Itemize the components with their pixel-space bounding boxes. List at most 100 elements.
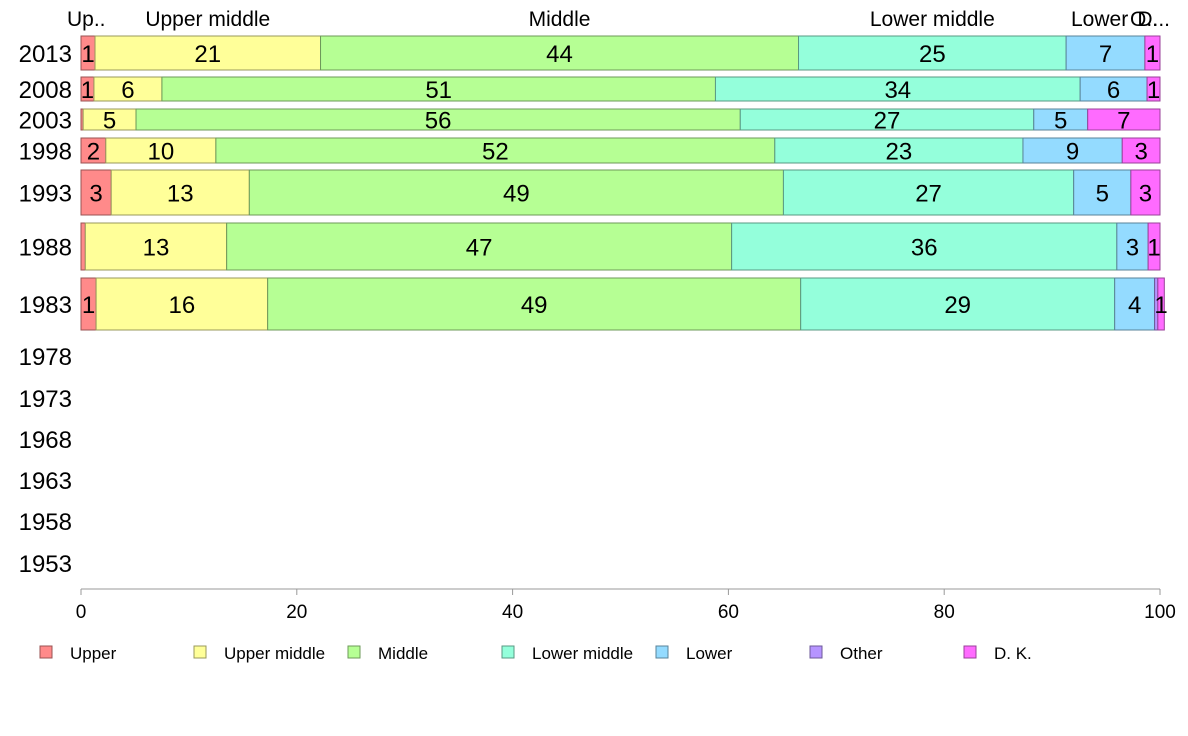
bar-segment [93, 76, 163, 102]
top-category-label: Lower [1071, 8, 1128, 31]
segment-value-label: 1 [82, 292, 95, 319]
bar-segment [798, 35, 1067, 71]
x-tick-label: 0 [76, 602, 87, 623]
top-category-label: O.. [1130, 8, 1158, 31]
legend-label: Lower middle [532, 644, 633, 663]
legend-swatch [655, 645, 669, 659]
bar-segment [161, 76, 716, 102]
segment-value-label: 6 [1107, 77, 1120, 104]
bar-segment [1146, 76, 1161, 102]
bar-segment [714, 76, 1081, 102]
segment-value-label: 5 [103, 108, 116, 135]
top-category-label: Lower middle [870, 8, 995, 31]
bar-segment [95, 277, 269, 331]
segment-value-label: 5 [1054, 108, 1067, 135]
x-tick-label: 100 [1144, 602, 1176, 623]
segment-value-label: 29 [944, 292, 971, 319]
year-label: 1983 [19, 292, 72, 319]
legend-label: Upper [70, 644, 117, 663]
segment-value-label: 5 [1096, 181, 1109, 208]
bar-segment [1087, 108, 1161, 131]
top-category-label: D... [1137, 8, 1170, 31]
segment-value-label: 56 [425, 108, 452, 135]
x-axis: 0 20 40 60 80 100 [76, 588, 1176, 623]
segment-value-label: 16 [169, 292, 196, 319]
bar-segment [1130, 169, 1161, 216]
legend-label: Other [840, 644, 883, 663]
segment-value-label: 1 [81, 77, 94, 104]
year-label: 1993 [19, 181, 72, 208]
segment-value-label: 49 [521, 292, 548, 319]
bar-segment [1065, 35, 1146, 71]
year-label: 1963 [19, 468, 72, 495]
bar-segment [105, 137, 217, 164]
segment-value-label: 3 [1134, 139, 1147, 166]
segment-value-label: 7 [1099, 41, 1112, 68]
bar-segment [80, 222, 86, 271]
x-tick-label: 40 [502, 602, 523, 623]
bar-segment [110, 169, 250, 216]
bar-segment [782, 169, 1075, 216]
segment-value-label: 13 [143, 235, 170, 262]
legend-swatch [39, 645, 53, 659]
segment-value-label: 47 [466, 235, 493, 262]
bar-segment [1116, 222, 1149, 271]
segment-value-label: 27 [874, 108, 901, 135]
segment-value-label: 2 [87, 139, 100, 166]
year-label: 1968 [19, 427, 72, 454]
legend-swatch [501, 645, 515, 659]
x-tick-label: 60 [718, 602, 739, 623]
bar-segment [1144, 35, 1161, 71]
bar-segment [1022, 137, 1123, 164]
year-label: 1998 [19, 139, 72, 166]
legend-label: Lower [686, 644, 733, 663]
segment-value-label: 3 [1139, 181, 1152, 208]
top-category-label: Up.. [67, 8, 106, 31]
top-category-label: Upper middle [145, 8, 270, 31]
legend-label: Upper middle [224, 644, 325, 663]
bar-segment [84, 222, 228, 271]
bar-segment [80, 137, 107, 164]
legend-swatch [963, 645, 977, 659]
segment-value-label: 1 [1147, 77, 1160, 104]
legend: Upper Upper middle Middle Lower middle Lower… [39, 644, 1032, 663]
segment-value-label: 3 [89, 181, 102, 208]
segment-value-label: 52 [482, 139, 509, 166]
segment-value-label: 21 [194, 41, 221, 68]
bar-segment [226, 222, 733, 271]
segment-value-label: 9 [1066, 139, 1079, 166]
year-label: 2003 [19, 108, 72, 135]
x-tick-label: 20 [286, 602, 307, 623]
segment-value-label: 1 [1146, 41, 1159, 68]
segment-value-label: 49 [503, 181, 530, 208]
bar-segment [774, 137, 1024, 164]
segment-value-label: 1 [81, 41, 94, 68]
segment-value-label: 4 [1128, 292, 1141, 319]
segment-value-label: 6 [121, 77, 134, 104]
bar-segment [800, 277, 1116, 331]
legend-label: Middle [378, 644, 428, 663]
legend-swatch [347, 645, 361, 659]
segment-value-label: 25 [919, 41, 946, 68]
segment-value-label: 3 [1126, 235, 1139, 262]
year-label: 2013 [19, 41, 72, 68]
segment-value-label: 1 [1154, 292, 1167, 319]
bar-segment [1147, 222, 1161, 271]
legend-swatch [809, 645, 823, 659]
legend-swatch [193, 645, 207, 659]
bar-segment [267, 277, 802, 331]
bar-segment [80, 169, 112, 216]
segment-value-label: 23 [886, 139, 913, 166]
bar-segment [1121, 137, 1161, 164]
bar-segment [215, 137, 776, 164]
segment-value-label: 44 [546, 41, 573, 68]
segment-value-label: 51 [425, 77, 452, 104]
segment-value-label: 7 [1117, 108, 1130, 135]
segment-value-label: 1 [1147, 235, 1160, 262]
bars-area: 1 21 44 25 7 11 6 51 34 6 15 56 27 5 72 10 52 23 9 33 13 49 27… [80, 35, 1168, 331]
year-axis-labels: 2013 2008 2003 1998 1993 1988 1983 1978 1973 1968… [19, 41, 72, 578]
bar-segment [1157, 277, 1165, 331]
x-tick-label: 80 [934, 602, 955, 623]
year-label: 1988 [19, 235, 72, 262]
